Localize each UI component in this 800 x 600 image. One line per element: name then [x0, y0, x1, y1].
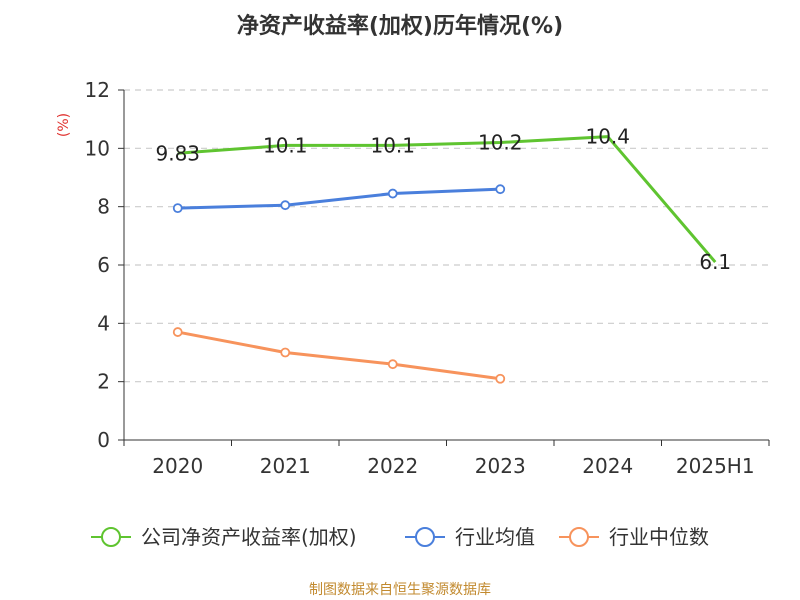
y-tick-label: 8 — [97, 195, 110, 219]
y-axis-label: (%) — [56, 113, 72, 137]
y-tick-label: 12 — [85, 78, 110, 102]
chart-title: 净资产收益率(加权)历年情况(%) — [237, 13, 563, 39]
series-line — [177, 187, 501, 210]
data-label: 10.1 — [263, 133, 308, 157]
axes: 0 2 4 6 8 10 12 2020 2021 2022 2023 2024 2025H1 — [85, 78, 770, 478]
y-tick-label: 10 — [85, 136, 110, 160]
data-labels: 9.83 10.1 10.1 10.2 10.4 6.1 — [155, 125, 731, 274]
gridlines — [124, 89, 769, 383]
data-label: 6.1 — [699, 250, 731, 274]
legend-marker — [415, 527, 435, 547]
y-tick-label: 6 — [97, 253, 110, 277]
data-point — [495, 184, 506, 195]
series-line — [177, 330, 501, 381]
legend: 公司净资产收益率(加权) 行业均值 行业中位数 — [91, 525, 709, 549]
x-tick-label: 2022 — [367, 454, 418, 478]
data-point — [387, 188, 398, 199]
series-group — [172, 135, 717, 384]
data-label: 9.83 — [155, 141, 200, 165]
data-point — [280, 347, 291, 358]
x-tick-label: 2020 — [152, 454, 203, 478]
x-tick-label: 2023 — [475, 454, 526, 478]
legend-label: 公司净资产收益率(加权) — [141, 525, 357, 549]
legend-marker — [569, 527, 589, 547]
data-point — [280, 200, 291, 211]
x-tick-label: 2024 — [582, 454, 633, 478]
data-label: 10.4 — [585, 125, 630, 149]
legend-marker — [101, 527, 121, 547]
data-label: 10.1 — [370, 133, 415, 157]
y-tick-label: 2 — [97, 370, 110, 394]
series-line — [177, 135, 717, 264]
data-point — [172, 327, 183, 337]
y-tick-label: 4 — [97, 311, 110, 335]
legend-label: 行业中位数 — [609, 525, 709, 549]
data-point — [387, 359, 398, 370]
source-note: 制图数据来自恒生聚源数据库 — [309, 582, 491, 598]
y-tick-label: 0 — [97, 428, 110, 452]
x-tick-label: 2025H1 — [676, 454, 755, 478]
x-tick-label: 2021 — [260, 454, 311, 478]
legend-label: 行业均值 — [455, 525, 535, 549]
data-point — [172, 203, 183, 214]
data-label: 10.2 — [478, 131, 523, 155]
data-point — [495, 373, 506, 384]
